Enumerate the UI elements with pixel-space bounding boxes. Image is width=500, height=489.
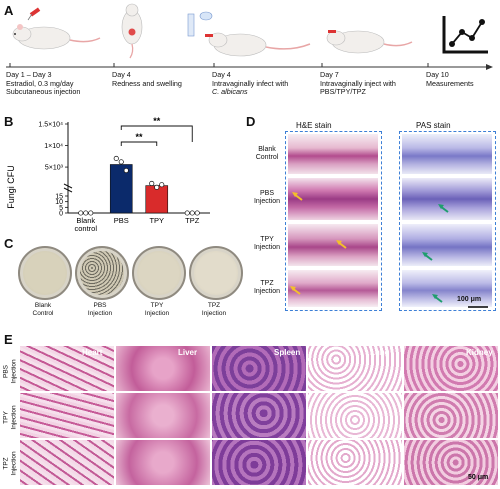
data-point [78,210,84,216]
hist-row-label-pbs: PBS Injection [253,190,281,205]
data-point [184,210,190,216]
organ-tile-tpy-heart [20,393,114,438]
organ-tile-tpy-spleen [212,393,306,438]
timeline-step-1: Day 1 – Day 3 Estradiol, 0.3 mg/day Subcut… [6,70,81,96]
measurement-chart-icon [442,16,488,54]
organ-row-label-tpz: TPZ Injection [2,451,18,476]
organ-tile-pbs-liver [116,346,210,391]
sig-label: ** [153,116,161,126]
data-point [88,210,94,216]
hist-row-label-blank: Blank Control [255,146,279,161]
scale-label-e: 50 μm [468,474,489,481]
organ-tile-tpy-liver [116,393,210,438]
organ-tile-tpz-kidney [404,440,498,485]
data-point [159,182,165,188]
organ-tile-pbs-lung [308,346,402,391]
y-tick-label: 1.5×10⁴ [38,122,63,129]
y-tick-label: 10 [55,199,63,206]
data-point [194,210,200,216]
pas-tile-tpy [402,224,492,266]
data-point [154,184,160,190]
organ-tile-tpz-heart [20,440,114,485]
data-point [123,167,129,174]
organ-row-label-tpy: TPY Injection [2,405,18,430]
timeline-step-5: Day 10 Measurements [426,70,474,88]
mouse-icon-3 [205,32,311,57]
axis-break [63,187,73,193]
he-tile-blank [288,134,378,174]
x-tick-label: TPZ [185,216,200,225]
sig-bracket [120,141,158,146]
organ-title-spleen: Spleen [274,348,301,357]
he-stain-column [285,131,382,311]
data-point [149,180,155,186]
mouse-icon-2 [121,3,143,59]
petri-dish-tpy [132,246,186,300]
syringe-icon [27,7,41,21]
x-tick-label: Blank control [74,216,97,233]
hist-row-label-tpz: TPZ Injection [253,280,281,295]
mouse-icon-4 [326,30,413,54]
pas-tile-tpz [402,270,492,307]
organ-tile-tpz-liver [116,440,210,485]
dish-label-tpy: TPY Injection [144,302,170,317]
organ-tile-pbs-kidney [404,346,498,391]
scale-label-d: 100 μm [457,296,482,303]
dish-label-tpz: TPZ Injection [201,302,227,317]
dish-label-pbs: PBS Injection [87,302,113,317]
data-point [83,210,89,216]
tube-icon [187,11,213,37]
petri-dish-pbs [75,246,129,300]
he-tile-tpz [288,270,378,307]
pas-tile-pbs [402,178,492,220]
organ-tile-pbs-spleen [212,346,306,391]
timeline-step-4: Day 7 Intravaginally inject with PBS/TPY/T… [320,70,396,96]
organ-title-liver: Liver [178,348,198,357]
sig-label: ** [135,132,143,142]
he-tile-pbs [288,178,378,220]
panel-label-e: E [4,332,13,347]
y-tick-label: 5×10³ [45,165,64,172]
organ-tile-pbs-heart [20,346,114,391]
panel-label-a: A [4,3,14,18]
timeline-step-2: Day 4 Redness and swelling [112,70,182,88]
y-tick-label: 0 [59,211,63,218]
pas-stain-title: PAS stain [416,121,451,130]
mouse-icon-1 [12,24,101,50]
data-point [118,159,124,165]
pas-stain-column [399,131,496,311]
bar-pbs [109,164,133,214]
organ-tile-tpy-lung [308,393,402,438]
x-tick-label: PBS [114,216,129,225]
dish-label-blank: Blank Control [32,302,54,317]
organ-title-kidney: Kidney [466,348,493,357]
petri-dish-blank [18,246,72,300]
data-point [189,210,195,216]
chart-ylabel: Fungi CFU [6,165,16,209]
organ-row-label-pbs: PBS Injection [2,359,18,384]
organ-title-lung: Lung [370,348,390,357]
y-tick-label: 1×10⁴ [44,143,63,150]
pas-tile-blank [402,134,492,174]
sig-bracket [120,125,193,142]
organ-tile-tpy-kidney [404,393,498,438]
organ-tile-tpz-spleen [212,440,306,485]
organ-title-heart: Heart [82,348,103,357]
timeline-graphic [6,3,493,70]
x-tick-label: TPY [149,216,164,225]
hist-row-label-tpy: TPY Injection [253,236,281,251]
y-tick-label: 5 [59,205,63,212]
timeline-step-3: Day 4 Intravaginally infect with C. albica… [212,70,289,96]
panel-label-d: D [246,114,256,129]
axis-break [63,183,73,189]
petri-dish-tpz [189,246,243,300]
data-point [113,155,119,162]
y-tick-label: 15 [55,194,63,201]
he-tile-tpy [288,224,378,266]
he-stain-title: H&E stain [296,121,332,130]
organ-tile-tpz-lung [308,440,402,485]
panel-label-c: C [4,236,14,251]
panel-label-b: B [4,114,14,129]
